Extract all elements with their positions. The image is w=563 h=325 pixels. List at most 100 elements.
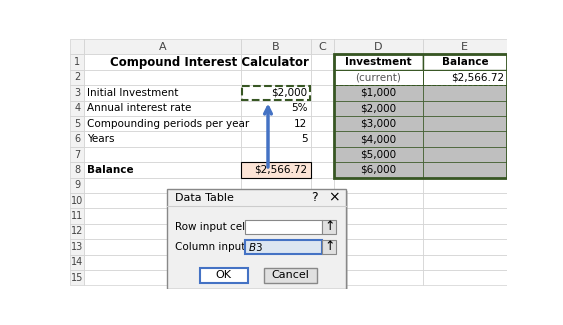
Text: Annual interest rate: Annual interest rate bbox=[87, 103, 192, 113]
Bar bbox=[423, 270, 507, 285]
Bar bbox=[70, 147, 84, 162]
Bar bbox=[84, 101, 241, 116]
Text: $2,000: $2,000 bbox=[360, 103, 396, 113]
Bar bbox=[70, 54, 84, 70]
Bar bbox=[311, 193, 334, 208]
Text: B: B bbox=[272, 42, 280, 52]
Bar bbox=[334, 54, 423, 70]
Bar bbox=[311, 54, 334, 70]
Bar bbox=[241, 193, 311, 208]
Bar bbox=[241, 131, 311, 147]
Bar bbox=[334, 162, 423, 177]
Bar bbox=[322, 220, 336, 234]
Bar bbox=[84, 254, 241, 270]
Text: 14: 14 bbox=[72, 257, 83, 267]
Bar bbox=[423, 116, 507, 131]
Bar bbox=[70, 70, 84, 85]
Bar bbox=[334, 131, 423, 147]
Text: 11: 11 bbox=[72, 211, 83, 221]
Bar bbox=[311, 70, 334, 85]
Bar bbox=[423, 239, 507, 254]
Bar bbox=[242, 86, 310, 100]
Bar bbox=[70, 39, 84, 54]
Bar bbox=[423, 85, 507, 101]
Text: 1: 1 bbox=[74, 57, 81, 67]
Bar bbox=[84, 54, 241, 70]
Bar bbox=[311, 85, 334, 101]
Text: 5: 5 bbox=[301, 134, 307, 144]
Bar bbox=[423, 147, 507, 162]
Text: 4: 4 bbox=[74, 103, 81, 113]
Text: 15: 15 bbox=[71, 273, 83, 283]
Bar bbox=[84, 193, 241, 208]
Bar bbox=[334, 116, 423, 131]
Text: E: E bbox=[461, 42, 468, 52]
Text: A: A bbox=[159, 42, 167, 52]
Bar bbox=[334, 224, 423, 239]
Bar bbox=[423, 116, 507, 131]
Bar bbox=[70, 177, 84, 193]
Bar bbox=[334, 101, 423, 116]
Bar bbox=[334, 39, 423, 54]
Bar bbox=[241, 116, 311, 131]
Bar bbox=[84, 39, 241, 54]
Bar bbox=[84, 85, 241, 101]
Text: $4,000: $4,000 bbox=[360, 134, 396, 144]
Bar bbox=[423, 177, 507, 193]
Bar bbox=[423, 85, 507, 101]
Text: 5: 5 bbox=[74, 119, 81, 129]
Bar bbox=[70, 162, 84, 177]
Text: ?: ? bbox=[311, 191, 318, 204]
Text: OK: OK bbox=[216, 270, 232, 280]
Text: Cancel: Cancel bbox=[271, 270, 310, 280]
Bar bbox=[70, 116, 84, 131]
Bar bbox=[241, 85, 311, 101]
Bar bbox=[245, 220, 322, 234]
Bar bbox=[311, 39, 334, 54]
Bar bbox=[241, 254, 311, 270]
Bar bbox=[70, 85, 84, 101]
Bar bbox=[70, 101, 84, 116]
Bar bbox=[423, 147, 507, 162]
Bar bbox=[84, 131, 241, 147]
Bar bbox=[423, 162, 507, 177]
Bar bbox=[334, 254, 423, 270]
Bar bbox=[423, 54, 507, 70]
Bar bbox=[334, 85, 423, 101]
Text: $3,000: $3,000 bbox=[360, 119, 396, 129]
Bar bbox=[322, 240, 336, 254]
Bar bbox=[423, 131, 507, 147]
Bar bbox=[311, 101, 334, 116]
Bar bbox=[311, 239, 334, 254]
Bar bbox=[84, 224, 241, 239]
Bar bbox=[70, 254, 84, 270]
Bar bbox=[334, 54, 423, 70]
Bar bbox=[423, 162, 507, 177]
Bar bbox=[84, 177, 241, 193]
Bar bbox=[311, 224, 334, 239]
Bar bbox=[423, 131, 507, 147]
Bar bbox=[423, 208, 507, 224]
Bar bbox=[70, 131, 84, 147]
Bar bbox=[84, 116, 241, 131]
Text: Data Table: Data Table bbox=[175, 193, 234, 202]
Text: 7: 7 bbox=[74, 150, 81, 160]
Bar bbox=[423, 54, 507, 70]
Text: (current): (current) bbox=[355, 72, 401, 83]
Text: $6,000: $6,000 bbox=[360, 165, 396, 175]
Text: Row input cell:: Row input cell: bbox=[175, 222, 252, 232]
Bar bbox=[84, 270, 241, 285]
Bar bbox=[334, 147, 423, 162]
Bar bbox=[70, 239, 84, 254]
Bar bbox=[241, 162, 311, 177]
Bar bbox=[169, 191, 348, 292]
Bar bbox=[334, 101, 423, 116]
Bar bbox=[423, 70, 507, 85]
Text: 5%: 5% bbox=[291, 103, 307, 113]
Bar bbox=[84, 208, 241, 224]
Bar bbox=[84, 70, 241, 85]
Text: 12: 12 bbox=[71, 227, 83, 237]
Bar bbox=[264, 268, 317, 283]
Bar bbox=[241, 177, 311, 193]
Bar bbox=[241, 208, 311, 224]
